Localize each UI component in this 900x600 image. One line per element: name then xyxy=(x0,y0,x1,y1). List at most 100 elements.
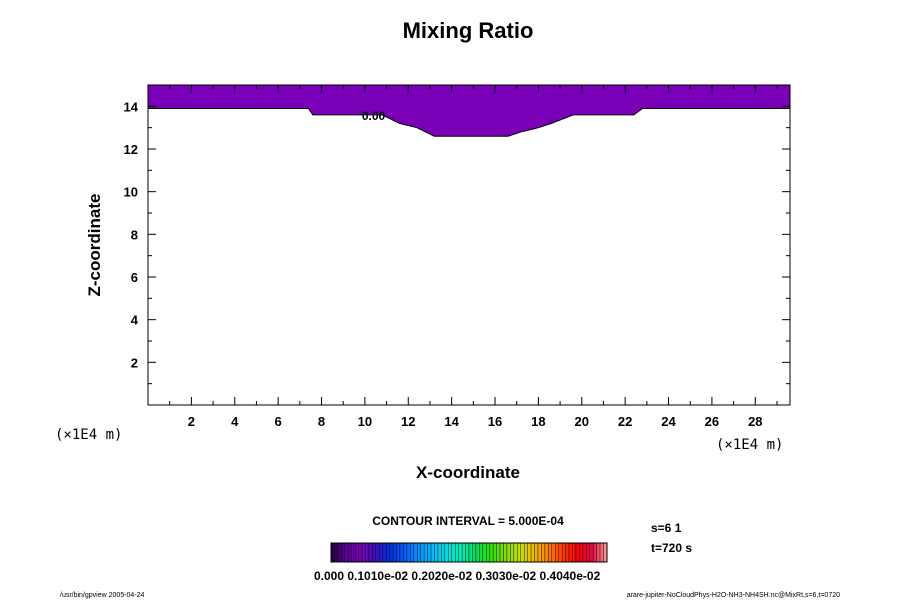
colorbar-cell xyxy=(530,542,535,563)
x-tick-label: 2 xyxy=(188,414,195,429)
colorbar-cell xyxy=(413,542,418,563)
x-tick-label: 18 xyxy=(531,414,545,429)
colorbar-cell xyxy=(565,542,570,563)
colorbar-cell xyxy=(468,542,473,563)
colorbar-cell xyxy=(406,542,411,563)
colorbar-cell xyxy=(461,542,466,563)
colorbar-cell xyxy=(399,542,404,563)
colorbar-cell xyxy=(396,542,401,563)
colorbar-frame xyxy=(330,542,608,563)
colorbar-cell xyxy=(510,542,515,563)
x-tick-label: 20 xyxy=(575,414,589,429)
x-unit-label: (×1E4 m) xyxy=(716,437,783,453)
colorbar-cell xyxy=(365,542,370,563)
x-tick-label: 24 xyxy=(661,414,676,429)
colorbar-cell xyxy=(475,542,480,563)
colorbar-cell xyxy=(420,542,425,563)
colorbar-cell xyxy=(448,542,452,563)
chart-title: Mixing Ratio xyxy=(403,18,534,43)
colorbar-cell xyxy=(506,542,511,563)
contour-label: 0.00 xyxy=(362,109,386,123)
colorbar-cell xyxy=(482,542,487,563)
colorbar-labels: 0.000 0.1010e-02 0.2020e-02 0.3030e-02 0… xyxy=(314,569,601,583)
colorbar-cell xyxy=(379,542,383,563)
colorbar-cell xyxy=(458,542,463,563)
x-tick-label: 8 xyxy=(318,414,325,429)
colorbar-cell xyxy=(479,542,484,563)
colorbar-cell xyxy=(551,542,556,563)
x-tick-label: 26 xyxy=(705,414,719,429)
colorbar-cell xyxy=(444,542,449,563)
info-s-text: s=6 1 xyxy=(651,521,682,535)
colorbar-cell xyxy=(441,542,446,563)
colorbar-cell xyxy=(455,542,459,563)
colorbar-cell xyxy=(358,542,363,563)
x-tick-label: 16 xyxy=(488,414,502,429)
x-tick-label: 6 xyxy=(275,414,282,429)
colorbar-cell xyxy=(548,542,552,563)
colorbar-cell xyxy=(589,542,594,563)
colorbar-cell xyxy=(423,542,428,563)
colorbar-cell xyxy=(524,542,528,563)
colorbar-cell xyxy=(354,542,359,563)
colorbar-cell xyxy=(344,542,349,563)
colorbar-cell xyxy=(375,542,380,563)
colorbar-cell xyxy=(361,542,366,563)
colorbar-cell xyxy=(351,542,356,563)
colorbar-cell xyxy=(430,542,435,563)
info-t-text: t=720 s xyxy=(651,541,692,555)
colorbar-cell xyxy=(389,542,394,563)
colorbar-cell xyxy=(472,542,477,563)
footer-left: /usr/bin/gpview 2005-04-24 xyxy=(60,592,145,599)
colorbar-cell xyxy=(496,542,501,563)
mixing-region xyxy=(148,85,790,137)
colorbar-cell xyxy=(330,542,335,563)
x-tick-label: 10 xyxy=(358,414,372,429)
colorbar-cell xyxy=(427,542,432,563)
colorbar-cell xyxy=(537,542,542,563)
colorbar-cell xyxy=(572,542,577,563)
colorbar-cell xyxy=(603,542,608,563)
colorbar-cell xyxy=(465,542,470,563)
colorbar-cell xyxy=(520,542,525,563)
y-tick-label: 10 xyxy=(124,185,138,200)
colorbar-cell xyxy=(437,542,442,563)
colorbar-cell xyxy=(575,542,580,563)
colorbar-cell xyxy=(451,542,456,563)
colorbar xyxy=(330,542,608,563)
colorbar-cell xyxy=(555,542,559,563)
colorbar-cell xyxy=(586,542,590,563)
colorbar-cell xyxy=(517,542,521,563)
x-tick-label: 14 xyxy=(444,414,459,429)
y-tick-label: 4 xyxy=(131,313,139,328)
colorbar-cell xyxy=(579,542,584,563)
colorbar-cell xyxy=(544,542,549,563)
contour-interval-text: CONTOUR INTERVAL = 5.000E-04 xyxy=(372,514,564,528)
colorbar-cell xyxy=(486,542,490,563)
colorbar-cell xyxy=(527,542,532,563)
y-tick-label: 2 xyxy=(131,355,138,370)
colorbar-cell xyxy=(503,542,508,563)
colorbar-cell xyxy=(568,542,573,563)
x-tick-label: 4 xyxy=(231,414,239,429)
colorbar-cell xyxy=(492,542,497,563)
colorbar-cell xyxy=(599,542,604,563)
colorbar-cell xyxy=(513,542,518,563)
colorbar-cell xyxy=(593,542,597,563)
y-axis-label: Z-coordinate xyxy=(85,194,104,297)
y-tick-label: 8 xyxy=(131,227,138,242)
colorbar-cell xyxy=(372,542,377,563)
colorbar-cell xyxy=(582,542,587,563)
colorbar-cell xyxy=(368,542,373,563)
colorbar-cell xyxy=(382,542,387,563)
x-tick-label: 22 xyxy=(618,414,632,429)
colorbar-cell xyxy=(558,542,563,563)
colorbar-cell xyxy=(561,542,566,563)
contour-line xyxy=(148,107,790,137)
footer-right: arare-jupiter-NoCloudPhys-H2O-NH3-NH4SH.… xyxy=(627,592,840,599)
y-tick-label: 14 xyxy=(124,99,139,114)
y-tick-label: 12 xyxy=(124,142,138,157)
colorbar-cell xyxy=(489,542,494,563)
